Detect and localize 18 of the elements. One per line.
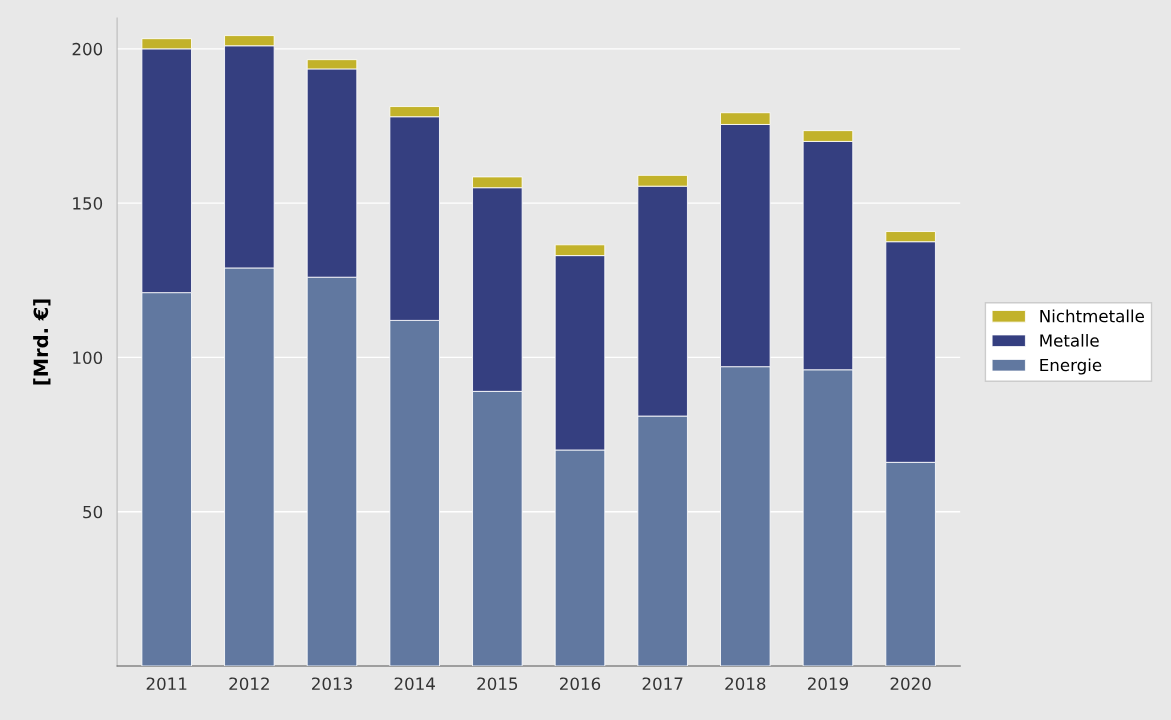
x-tick-label: 2019 bbox=[807, 677, 848, 691]
x-tick-label: 2012 bbox=[229, 677, 269, 691]
y-axis-title: [Mrd. €] bbox=[33, 299, 51, 385]
y-tick-label: 200 bbox=[72, 42, 103, 56]
x-tick-label: 2011 bbox=[146, 677, 187, 691]
x-tick-label: 2013 bbox=[312, 677, 352, 691]
legend-label: Nichtmetalle bbox=[1040, 309, 1144, 323]
x-tick-label: 2018 bbox=[725, 677, 766, 691]
y-tick-label: 150 bbox=[73, 197, 103, 210]
y-tick-label: 50 bbox=[83, 505, 103, 519]
x-tick-label: 2020 bbox=[890, 677, 931, 691]
y-tick-label: 100 bbox=[73, 351, 103, 364]
x-tick-label: 2014 bbox=[394, 677, 435, 691]
x-tick-label: 2016 bbox=[560, 677, 601, 691]
x-tick-label: 2017 bbox=[642, 677, 683, 691]
legend-label: Energie bbox=[1040, 358, 1102, 375]
legend-label: Metalle bbox=[1040, 333, 1099, 347]
x-tick-label: 2015 bbox=[477, 677, 518, 691]
